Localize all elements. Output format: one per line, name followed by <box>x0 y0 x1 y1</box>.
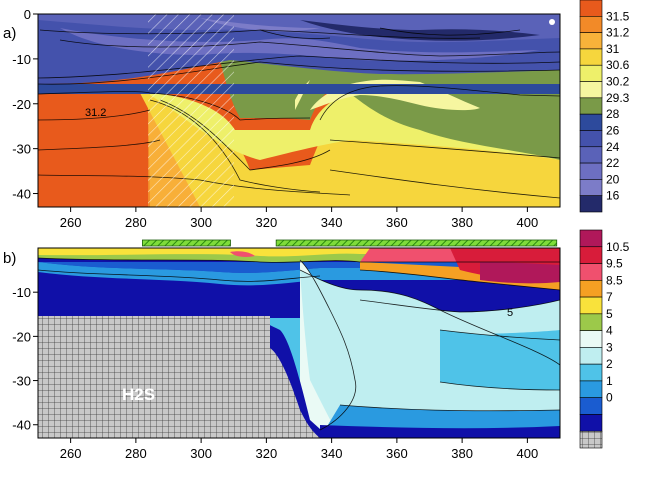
panel-b-y-tick-label-2: -30 <box>12 374 31 389</box>
colorbar-a-label-4: 30.2 <box>606 75 630 89</box>
panel-b-green-bars <box>141 239 558 247</box>
panel-b-axes: 260 280 300 320 340 360 380 400 -10 -20 -30 -40 <box>12 285 538 461</box>
panel-a-y-tick-label-3: -30 <box>12 142 31 157</box>
panel-a-plot: 31.2 <box>38 14 560 207</box>
colorbar-b-swatch-11 <box>579 414 603 432</box>
panel-b-y-tick-label-1: -20 <box>12 329 31 344</box>
panel-b-y-tick-label-0: -10 <box>12 285 31 300</box>
colorbar-a-swatch-11 <box>579 179 603 196</box>
colorbar-a-label-7: 26 <box>606 123 620 137</box>
panel-b-x-tick-label-2: 300 <box>190 446 212 461</box>
colorbar-b-swatch-10 <box>579 397 603 415</box>
colorbar-a-label-0: 31.5 <box>606 9 630 23</box>
colorbar-a-label-5: 29.3 <box>606 91 630 105</box>
colorbar-b-label-5: 4 <box>606 324 613 338</box>
panel-a-y-tick-label-1: -10 <box>12 52 31 67</box>
panel-a-y-tick-label-0: 0 <box>24 7 31 22</box>
h2s-label: H2S <box>122 385 155 404</box>
colorbar-b-swatch-8 <box>579 363 603 382</box>
green-bar-1 <box>275 239 558 247</box>
colorbar-b-swatch-2 <box>579 263 603 281</box>
panel-a-axes: 260 280 300 320 340 360 380 400 0 -10 -20 -30 -40 <box>12 7 538 230</box>
colorbar-a-swatch-1 <box>579 16 603 33</box>
panel-a-x-tick-label-0: 260 <box>60 215 82 230</box>
colorbar-b-swatch-6 <box>579 330 603 348</box>
colorbar-a-swatch-7 <box>579 113 603 131</box>
panel-a-x-tick-label-7: 400 <box>517 215 539 230</box>
colorbar-a-label-11: 16 <box>606 189 620 203</box>
panel-b-x-tick-label-7: 400 <box>517 446 539 461</box>
panel-b-x-tick-label-6: 380 <box>451 446 473 461</box>
colorbar-b-swatch-5 <box>579 313 603 331</box>
colorbar-a-swatch-10 <box>579 162 603 180</box>
panel-a-contour-label: 31.2 <box>85 107 106 119</box>
colorbar-b-swatch-3 <box>579 280 603 298</box>
panel-b-y-tick-label-3: -40 <box>12 418 31 433</box>
colorbar-b-label-1: 9.5 <box>606 257 623 271</box>
colorbar-b-swatch-1 <box>579 246 603 264</box>
colorbar-a-swatch-3 <box>579 48 603 66</box>
colorbar-b-label-3: 7 <box>606 290 613 304</box>
colorbar-a-swatch-6 <box>579 97 603 115</box>
colorbar-a-swatch-12 <box>579 195 603 213</box>
colorbar-b-swatch-7 <box>579 347 603 365</box>
green-bar-0 <box>141 239 231 247</box>
colorbar-a-swatch-5 <box>579 81 603 99</box>
panel-b-x-tick-label-3: 320 <box>256 446 278 461</box>
panel-b-contour-label: 5 <box>507 307 513 319</box>
panel-a-y-tick-label-2: -20 <box>12 97 31 112</box>
colorbar-a-label-6: 28 <box>606 107 620 121</box>
panel-a-x-tick-label-6: 380 <box>451 215 473 230</box>
panel-b-x-tick-label-0: 260 <box>60 446 82 461</box>
colorbar-a-label-3: 30.6 <box>606 58 630 72</box>
colorbar-a-label-9: 22 <box>606 156 620 170</box>
colorbar-b-swatch-12 <box>579 430 603 449</box>
colorbar-b: 10.5 9.5 8.5 7 5 4 3 2 1 0 <box>579 229 630 449</box>
colorbar-a-swatch-2 <box>579 32 603 50</box>
colorbar-a-label-10: 20 <box>606 172 620 186</box>
colorbar-b-swatch-4 <box>579 296 603 315</box>
panel-a-label: a) <box>3 25 16 42</box>
panel-a-x-tick-label-2: 300 <box>190 215 212 230</box>
panel-b-x-tick-label-4: 340 <box>321 446 343 461</box>
panel-b-x-tick-label-1: 280 <box>125 446 147 461</box>
panel-a-x-tick-label-5: 360 <box>386 215 408 230</box>
colorbar-b-label-4: 5 <box>606 307 613 321</box>
colorbar-a-swatch-0 <box>579 0 603 17</box>
panel-b-label: b) <box>3 250 16 267</box>
colorbar-b-label-9: 0 <box>606 391 613 405</box>
colorbar-a: 31.5 31.2 31 30.6 30.2 29.3 28 26 24 22 20 16 <box>579 0 630 213</box>
colorbar-b-label-6: 3 <box>606 340 613 354</box>
colorbar-a-label-2: 31 <box>606 42 620 56</box>
colorbar-a-swatch-4 <box>579 64 603 82</box>
panel-b-frame <box>37 247 561 439</box>
panel-a-x-tick-label-1: 280 <box>125 215 147 230</box>
panel-a-x-tick-label-4: 340 <box>321 215 343 230</box>
colorbar-b-label-8: 1 <box>606 374 613 388</box>
panel-b-plot: 5 <box>38 248 560 438</box>
colorbar-b-label-0: 10.5 <box>606 240 630 254</box>
colorbar-b-swatch-9 <box>579 380 603 398</box>
panel-b-x-tick-label-5: 360 <box>386 446 408 461</box>
colorbar-b-label-7: 2 <box>606 357 613 371</box>
colorbar-a-label-1: 31.2 <box>606 26 630 40</box>
colorbar-b-swatch-0 <box>579 229 603 248</box>
colorbar-a-swatch-8 <box>579 130 603 148</box>
colorbar-a-label-8: 24 <box>606 140 620 154</box>
colorbar-b-label-2: 8.5 <box>606 273 623 287</box>
panel-a-frame <box>37 13 561 208</box>
panel-a-x-tick-label-3: 320 <box>256 215 278 230</box>
panel-a-y-tick-label-4: -40 <box>12 187 31 202</box>
colorbar-a-swatch-9 <box>579 146 603 164</box>
